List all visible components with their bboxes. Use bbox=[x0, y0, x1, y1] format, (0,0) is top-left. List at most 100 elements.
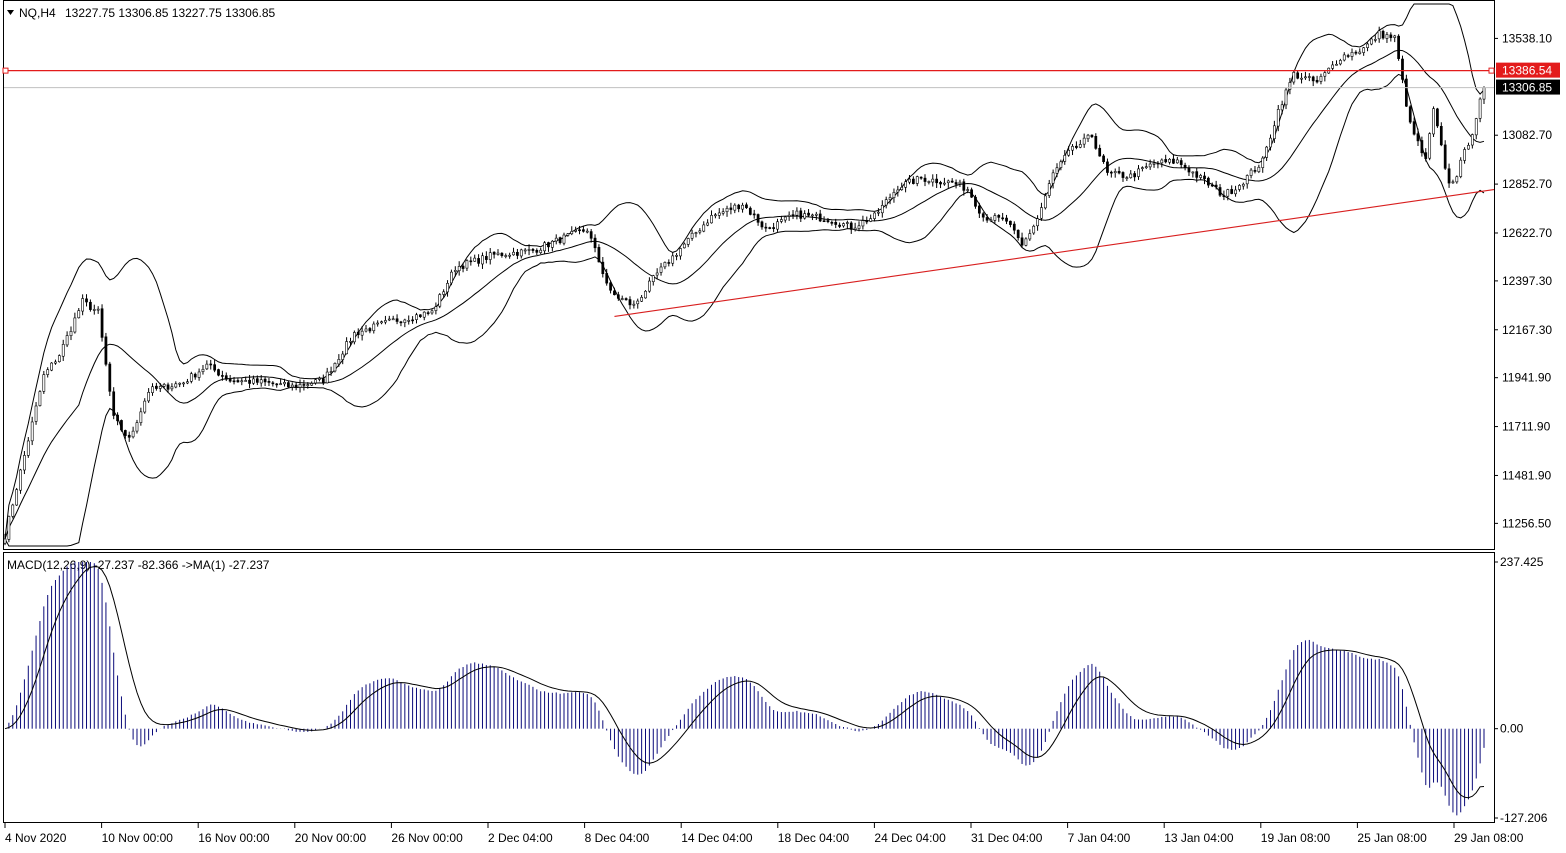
candle-body bbox=[698, 230, 702, 233]
candle-body bbox=[1354, 51, 1358, 54]
candle-body bbox=[1098, 147, 1102, 157]
candle-body bbox=[516, 251, 519, 256]
candle-body bbox=[1009, 220, 1012, 225]
candle-body bbox=[1086, 134, 1090, 140]
candle-body bbox=[1397, 35, 1400, 59]
candle-body bbox=[1210, 184, 1214, 187]
candle-body bbox=[96, 308, 100, 311]
price-tick-label: 13082.70 bbox=[1502, 128, 1552, 142]
symbol-label: NQ,H4 bbox=[19, 6, 56, 20]
candle-body bbox=[748, 207, 752, 215]
collapse-triangle-icon[interactable] bbox=[7, 10, 14, 15]
candle-body bbox=[550, 240, 554, 248]
candle-body bbox=[302, 384, 306, 386]
candle-body bbox=[1253, 170, 1257, 172]
candle-body bbox=[30, 421, 34, 442]
current-price-badge bbox=[1496, 79, 1560, 95]
candle-body bbox=[613, 290, 616, 296]
candle-body bbox=[904, 181, 907, 188]
macd-histogram bbox=[4, 562, 1485, 816]
macd-tick-label: 237.425 bbox=[1500, 555, 1544, 569]
candle-body bbox=[407, 320, 411, 322]
candle-body bbox=[1300, 77, 1303, 80]
candle-body bbox=[1245, 175, 1249, 185]
candle-body bbox=[605, 273, 609, 284]
candle-body bbox=[838, 224, 841, 227]
candle-body bbox=[341, 353, 345, 360]
candle-body bbox=[927, 181, 931, 183]
candle-body bbox=[360, 330, 364, 336]
candle-body bbox=[228, 378, 232, 382]
candle-body bbox=[869, 218, 873, 222]
candle-body bbox=[267, 381, 271, 383]
candle-body bbox=[337, 359, 341, 365]
candle-body bbox=[368, 328, 372, 332]
candle-body bbox=[248, 379, 251, 384]
candle-body bbox=[1304, 76, 1307, 79]
level-lines[interactable] bbox=[2, 67, 1495, 317]
candle-body bbox=[1339, 60, 1342, 65]
candle-body bbox=[1156, 162, 1160, 165]
candle-body bbox=[578, 229, 581, 232]
candle-body bbox=[1234, 189, 1237, 195]
candle-body bbox=[853, 227, 857, 230]
candle-body bbox=[92, 309, 96, 311]
candle-body bbox=[65, 335, 69, 346]
candle-body bbox=[120, 420, 123, 431]
candle-body bbox=[1482, 87, 1486, 100]
candle-body bbox=[1474, 118, 1478, 136]
candle-body bbox=[1175, 159, 1179, 164]
candle-body bbox=[1404, 78, 1408, 107]
candle-body bbox=[624, 298, 628, 301]
macd-pane bbox=[3, 552, 1495, 823]
candle-body bbox=[170, 386, 174, 390]
candle-body bbox=[768, 227, 772, 229]
candle-body bbox=[1164, 159, 1168, 163]
candle-body bbox=[1331, 64, 1334, 69]
candle-body bbox=[232, 380, 236, 383]
candle-body bbox=[543, 242, 546, 252]
candle-body bbox=[77, 310, 81, 319]
resistance-handle-right bbox=[1488, 67, 1495, 74]
candle-body bbox=[892, 192, 896, 198]
candle-body bbox=[236, 380, 240, 383]
candle-body bbox=[1179, 160, 1183, 165]
candle-body bbox=[376, 322, 380, 325]
candle-body bbox=[1040, 207, 1043, 219]
candle-body bbox=[764, 226, 768, 229]
candle-body bbox=[434, 306, 438, 311]
candle-body bbox=[23, 455, 26, 471]
candle-body bbox=[911, 178, 915, 184]
support-trendline bbox=[614, 189, 1495, 317]
candle-body bbox=[1144, 166, 1148, 168]
candle-body bbox=[803, 213, 807, 219]
candle-body bbox=[597, 247, 601, 263]
candle-body bbox=[1459, 159, 1463, 177]
candle-body bbox=[795, 210, 799, 216]
candle-body bbox=[100, 308, 104, 338]
candle-body bbox=[411, 319, 414, 322]
candle-body bbox=[426, 312, 430, 314]
price-pane bbox=[3, 0, 1495, 550]
candle-body bbox=[61, 344, 65, 357]
candle-body bbox=[1443, 144, 1447, 169]
candle-body bbox=[1082, 137, 1086, 145]
candle-body bbox=[1358, 51, 1362, 54]
price-scale: 13538.10 13082.70 12852.70 12622.70 12397.30… bbox=[1494, 31, 1560, 530]
candle-body bbox=[255, 378, 259, 383]
candle-body bbox=[776, 221, 779, 230]
candle-body bbox=[162, 384, 166, 387]
candle-body bbox=[488, 252, 492, 260]
candle-body bbox=[11, 504, 15, 517]
candle-body bbox=[1036, 218, 1039, 227]
price-tick-label: 12167.30 bbox=[1502, 323, 1552, 337]
candle-body bbox=[205, 363, 209, 370]
candle-body bbox=[387, 318, 391, 321]
candle-body bbox=[492, 251, 496, 255]
candle-body bbox=[1152, 162, 1156, 165]
candle-body bbox=[873, 212, 876, 219]
candle-body bbox=[958, 181, 962, 185]
candle-body bbox=[57, 355, 61, 363]
candle-body bbox=[201, 368, 205, 372]
